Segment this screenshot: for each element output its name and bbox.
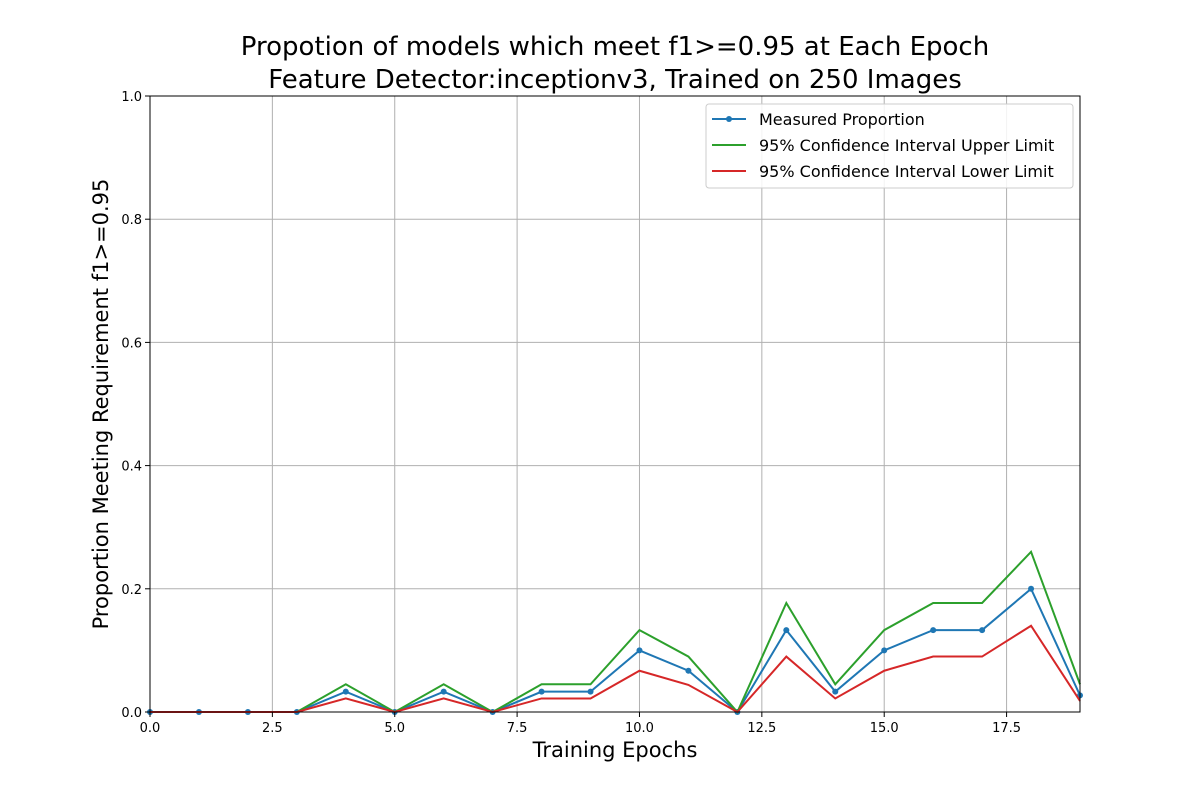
chart-title: Propotion of models which meet f1>=0.95 …: [241, 32, 989, 62]
x-tick-label: 0.0: [140, 721, 161, 736]
series-line-2: [150, 624, 1081, 714]
legend-box: [705, 103, 1074, 189]
series-line-1: [150, 549, 1081, 714]
x-tick-label: 10.0: [625, 721, 654, 736]
legend-label: 95% Confidence Interval Upper Limit: [759, 136, 1054, 155]
x-tick-label: 12.5: [747, 721, 776, 736]
y-tick-label: 0.2: [121, 583, 142, 598]
series-layer: [147, 549, 1083, 715]
x-tick-label: 17.5: [992, 721, 1021, 736]
data-point: [342, 688, 349, 695]
data-point: [881, 647, 888, 654]
series-line-0: [150, 587, 1081, 714]
y-tick-label: 0.6: [121, 336, 142, 351]
legend-label: Measured Proportion: [759, 110, 925, 129]
y-tick-label: 1.0: [121, 90, 142, 105]
data-point: [685, 667, 692, 674]
data-point: [538, 688, 545, 695]
legend-marker: [726, 116, 732, 122]
data-point: [979, 627, 986, 634]
data-point: [587, 688, 594, 695]
y-tick-label: 0.0: [121, 706, 142, 721]
x-axis-label: Training Epochs: [532, 738, 698, 762]
data-point: [930, 627, 937, 634]
legend-label: 95% Confidence Interval Lower Limit: [759, 162, 1054, 181]
data-point: [636, 647, 643, 654]
data-point: [1028, 585, 1035, 592]
x-tick-label: 5.0: [384, 721, 405, 736]
ticks: 0.0 2.5 5.0 7.5 10.0 12.5 15.0 17.5 0.0 0.2 0.4 0.6…: [121, 90, 1021, 736]
x-tick-label: 15.0: [870, 721, 899, 736]
data-point: [783, 627, 790, 634]
y-tick-label: 0.8: [121, 213, 142, 228]
y-axis-label: Proportion Meeting Requirement f1>=0.95: [89, 179, 113, 630]
y-tick-label: 0.4: [121, 460, 142, 475]
data-point: [440, 688, 447, 695]
x-tick-label: 2.5: [262, 721, 283, 736]
data-point: [832, 688, 839, 695]
plot-frame: [149, 95, 1081, 713]
chart-subtitle: Feature Detector:inceptionv3, Trained on…: [268, 65, 962, 95]
legend: Measured Proportion 95% Confidence Interv…: [705, 103, 1074, 189]
x-tick-label: 7.5: [507, 721, 528, 736]
